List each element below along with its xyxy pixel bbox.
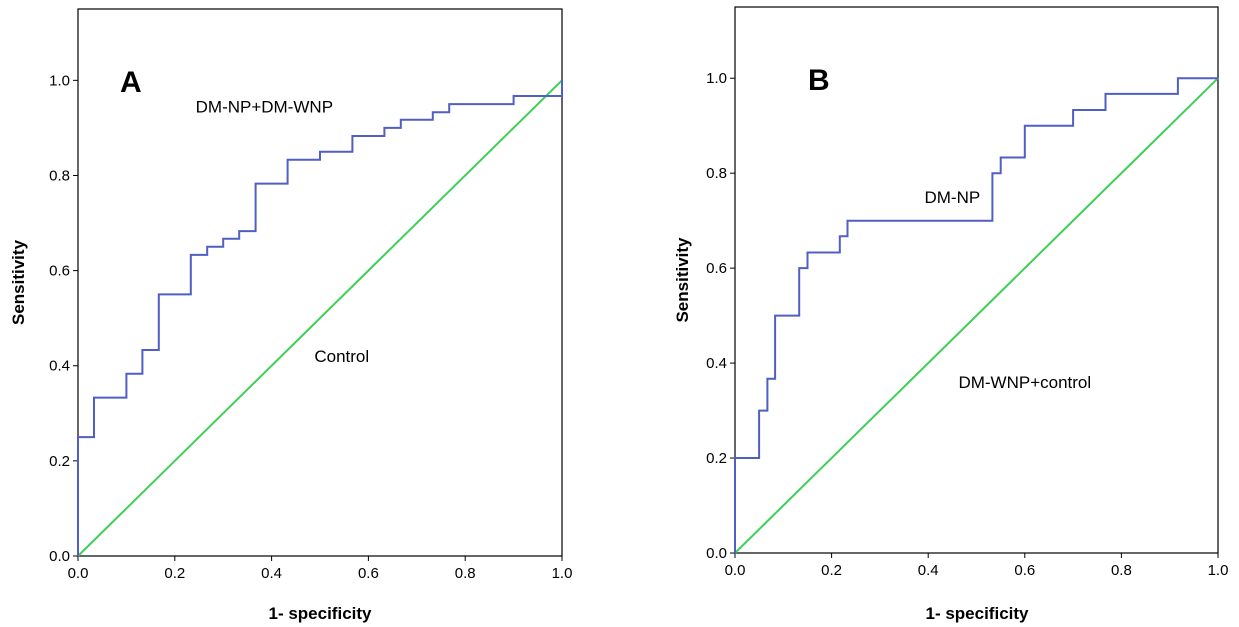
curve-annotation: DM-WNP+control [958, 373, 1091, 392]
x-tick-label: 0.2 [821, 562, 842, 579]
x-tick-label: 0.4 [261, 565, 282, 582]
x-tick-label: 0.8 [455, 565, 476, 582]
y-tick-label: 0.6 [706, 260, 727, 277]
curve-annotation: Control [314, 347, 369, 366]
y-tick-label: 1.0 [49, 72, 70, 89]
plot-frame [734, 6, 1219, 554]
series-dm-np-dm-wnp [77, 80, 563, 556]
x-tick-label: 0.0 [725, 562, 746, 579]
panel-a: 0.0 0.2 0.4 0.6 0.8 1.0 0.0 0.2 0.4 0.6 0.8 1.0 1- s… [9, 8, 573, 623]
y-axis-title: Sensitivity [9, 239, 28, 325]
x-axis-title: 1- specificity [269, 604, 373, 623]
series-control [77, 79, 563, 557]
y-tick-label: 0.8 [49, 167, 70, 184]
plot-frame [77, 8, 563, 557]
y-tick-label: 0.0 [49, 548, 70, 565]
panel-b: 0.0 0.2 0.4 0.6 0.8 1.0 0.0 0.2 0.4 0.6 0.8 1.0 1- s… [673, 6, 1229, 623]
curve-annotation: DM-NP [924, 188, 980, 207]
x-axis-title: 1- specificity [926, 604, 1030, 623]
x-tick-label: 0.4 [918, 562, 939, 579]
x-tick-label: 0.6 [358, 565, 379, 582]
panel-label: B [808, 64, 830, 97]
y-tick-label: 0.2 [49, 453, 70, 470]
y-tick-label: 1.0 [706, 70, 727, 87]
x-tick-label: 0.6 [1014, 562, 1035, 579]
y-tick-label: 0.4 [706, 355, 727, 372]
series-dm-np [734, 77, 1218, 553]
panel-label: A [120, 66, 142, 99]
x-tick-label: 0.2 [164, 565, 185, 582]
y-axis-title: Sensitivity [673, 237, 692, 323]
x-tick-label: 1.0 [1208, 562, 1229, 579]
y-tick-label: 0.8 [706, 165, 727, 182]
y-tick-label: 0.6 [49, 263, 70, 280]
curve-annotation: DM-NP+DM-WNP [196, 98, 333, 117]
x-tick-label: 1.0 [552, 565, 573, 582]
y-tick-label: 0.4 [49, 358, 70, 375]
x-tick-label: 0.0 [68, 565, 89, 582]
y-tick-label: 0.2 [706, 450, 727, 467]
y-tick-label: 0.0 [706, 545, 727, 562]
x-tick-label: 0.8 [1111, 562, 1132, 579]
series-dm-wnp-control [734, 77, 1219, 554]
